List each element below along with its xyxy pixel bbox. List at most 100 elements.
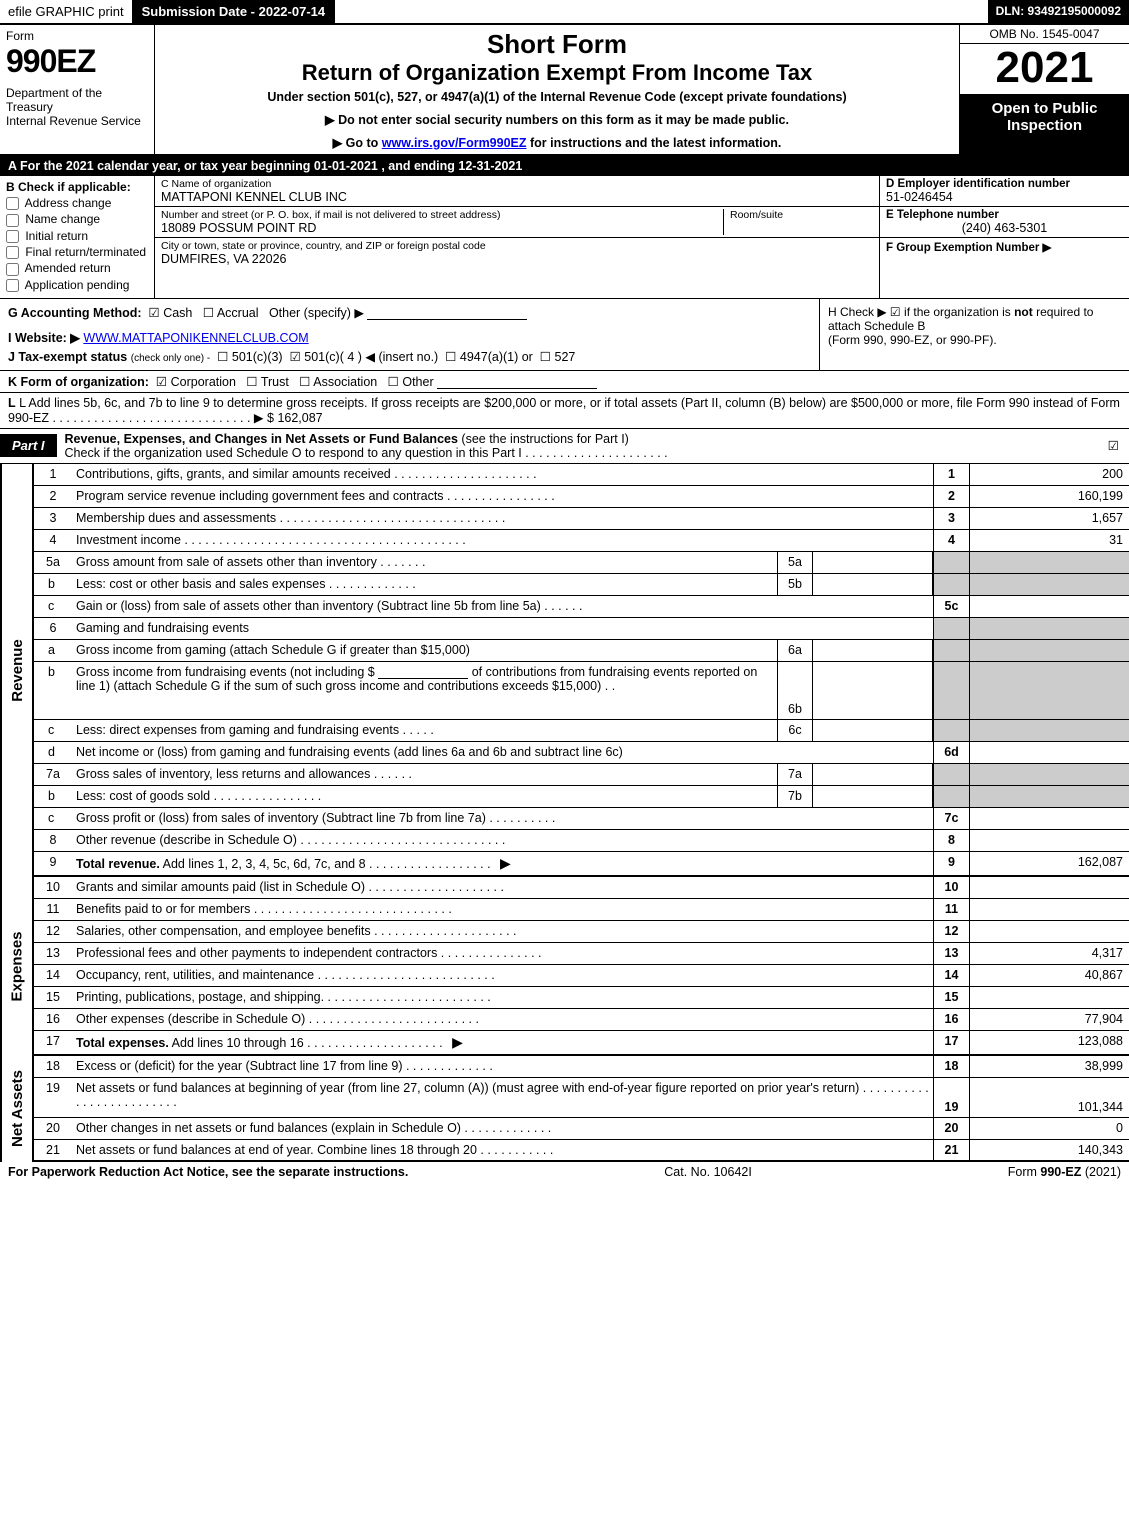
lbl-501c3: 501(c)(3)	[232, 350, 283, 364]
col-num: 20	[933, 1118, 969, 1139]
lbl-address-change: Address change	[25, 196, 112, 210]
check-501c3[interactable]: ☐	[217, 349, 228, 364]
table-row-total: 17 Total expenses. Add lines 10 through …	[34, 1031, 1129, 1056]
header-right: OMB No. 1545-0047 2021 Open to Public In…	[959, 25, 1129, 154]
total-label: Total revenue.	[76, 857, 160, 871]
part-checkline: Check if the organization used Schedule …	[65, 446, 522, 460]
line-desc: Total revenue. Total revenue. Add lines …	[72, 852, 933, 875]
box-h: H Check ▶ ☑ if the organization is not r…	[819, 299, 1129, 370]
line-num: 16	[34, 1009, 72, 1030]
check-corporation[interactable]: ☑	[156, 374, 167, 389]
schedule-o-check[interactable]: ☑	[1108, 438, 1129, 453]
arrow-icon: ▶	[446, 1034, 469, 1050]
part-i-header: Part I Revenue, Expenses, and Changes in…	[0, 428, 1129, 464]
revenue-side-label: Revenue	[2, 464, 34, 877]
line-desc: Other expenses (describe in Schedule O) …	[72, 1009, 933, 1030]
efile-print-button[interactable]: efile GRAPHIC print	[0, 0, 134, 23]
table-row: b Gross income from fundraising events (…	[34, 662, 1129, 720]
check-other-org[interactable]: ☐	[388, 374, 399, 389]
line-num: 11	[34, 899, 72, 920]
line-desc: Benefits paid to or for members . . . . …	[72, 899, 933, 920]
check-4947[interactable]: ☐	[445, 349, 456, 364]
ein-label: D Employer identification number	[886, 178, 1123, 190]
col-val	[969, 830, 1129, 851]
line-num: 21	[34, 1140, 72, 1160]
line-desc: Grants and similar amounts paid (list in…	[72, 877, 933, 898]
check-initial-return[interactable]: Initial return	[6, 229, 148, 243]
city-cell: City or town, state or province, country…	[155, 238, 879, 268]
city-value: DUMFIRES, VA 22026	[161, 252, 873, 266]
line-num: 18	[34, 1056, 72, 1077]
check-address-change[interactable]: Address change	[6, 196, 148, 210]
line-num: 10	[34, 877, 72, 898]
col-num-grey	[933, 574, 969, 595]
topbar-spacer	[335, 0, 987, 23]
check-name-change[interactable]: Name change	[6, 212, 148, 226]
form-number: 990EZ	[6, 43, 148, 80]
line-num: 4	[34, 530, 72, 551]
line-num: c	[34, 808, 72, 829]
lbl-name-change: Name change	[25, 212, 100, 226]
line-num: b	[34, 574, 72, 595]
col-num: 5c	[933, 596, 969, 617]
line-num: 15	[34, 987, 72, 1008]
netassets-table: Net Assets 18 Excess or (deficit) for th…	[0, 1056, 1129, 1162]
room-label: Room/suite	[730, 209, 873, 221]
col-val: 140,343	[969, 1140, 1129, 1160]
line-num: 7a	[34, 764, 72, 785]
col-val: 162,087	[969, 852, 1129, 875]
col-num: 15	[933, 987, 969, 1008]
line-desc: Program service revenue including govern…	[72, 486, 933, 507]
col-num: 21	[933, 1140, 969, 1160]
table-row: 3 Membership dues and assessments . . . …	[34, 508, 1129, 530]
lbl-cash: Cash	[163, 306, 192, 320]
box-g: G Accounting Method: ☑ Cash ☐ Accrual Ot…	[0, 299, 819, 370]
check-application-pending[interactable]: Application pending	[6, 278, 148, 292]
submission-date: Submission Date - 2022-07-14	[134, 0, 336, 23]
col-num: 6d	[933, 742, 969, 763]
check-final-return[interactable]: Final return/terminated	[6, 245, 148, 259]
part-title-sub: (see the instructions for Part I)	[461, 432, 628, 446]
check-501c[interactable]: ☑	[290, 349, 301, 364]
check-amended-return[interactable]: Amended return	[6, 261, 148, 275]
line-desc: Membership dues and assessments . . . . …	[72, 508, 933, 529]
line-num: 8	[34, 830, 72, 851]
lbl-amended-return: Amended return	[25, 261, 111, 275]
col-num-grey	[933, 720, 969, 741]
col-num: 19	[933, 1078, 969, 1117]
dept-treasury: Department of the Treasury	[6, 86, 148, 114]
col-num-grey	[933, 640, 969, 661]
check-trust[interactable]: ☐	[246, 374, 257, 389]
city-label: City or town, state or province, country…	[161, 240, 873, 252]
col-num: 2	[933, 486, 969, 507]
netassets-side-label: Net Assets	[2, 1056, 34, 1162]
lbl-initial-return: Initial return	[25, 229, 88, 243]
line-desc: Gross income from gaming (attach Schedul…	[72, 640, 777, 661]
ein-value: 51-0246454	[886, 190, 1123, 204]
mid-val	[813, 662, 933, 719]
check-527[interactable]: ☐	[540, 349, 551, 364]
public-inspection: Open to Public Inspection	[960, 94, 1129, 154]
mid-num: 6c	[777, 720, 813, 741]
check-schedule-b[interactable]: ☑	[890, 305, 901, 319]
line-desc: Gross income from fundraising events (no…	[72, 662, 777, 719]
table-row: 16 Other expenses (describe in Schedule …	[34, 1009, 1129, 1031]
k-label: K Form of organization:	[8, 375, 149, 389]
check-association[interactable]: ☐	[299, 374, 310, 389]
website-link[interactable]: WWW.MATTAPONIKENNELCLUB.COM	[83, 331, 308, 345]
line-desc: Gaming and fundraising events	[72, 618, 933, 639]
phone-value: (240) 463-5301	[886, 221, 1123, 235]
col-num: 10	[933, 877, 969, 898]
irs-link[interactable]: www.irs.gov/Form990EZ	[382, 136, 527, 150]
check-cash[interactable]: ☑	[149, 305, 160, 320]
goto-post: for instructions and the latest informat…	[527, 136, 782, 150]
title-goto: ▶ Go to www.irs.gov/Form990EZ for instru…	[161, 135, 953, 150]
col-val	[969, 596, 1129, 617]
expenses-table: Expenses 10 Grants and similar amounts p…	[0, 877, 1129, 1056]
check-accrual[interactable]: ☐	[203, 305, 214, 320]
total-label: Total expenses.	[76, 1036, 169, 1050]
mid-num: 5b	[777, 574, 813, 595]
col-num: 17	[933, 1031, 969, 1054]
part-title-bold: Revenue, Expenses, and Changes in Net As…	[65, 432, 458, 446]
mid-val	[813, 720, 933, 741]
